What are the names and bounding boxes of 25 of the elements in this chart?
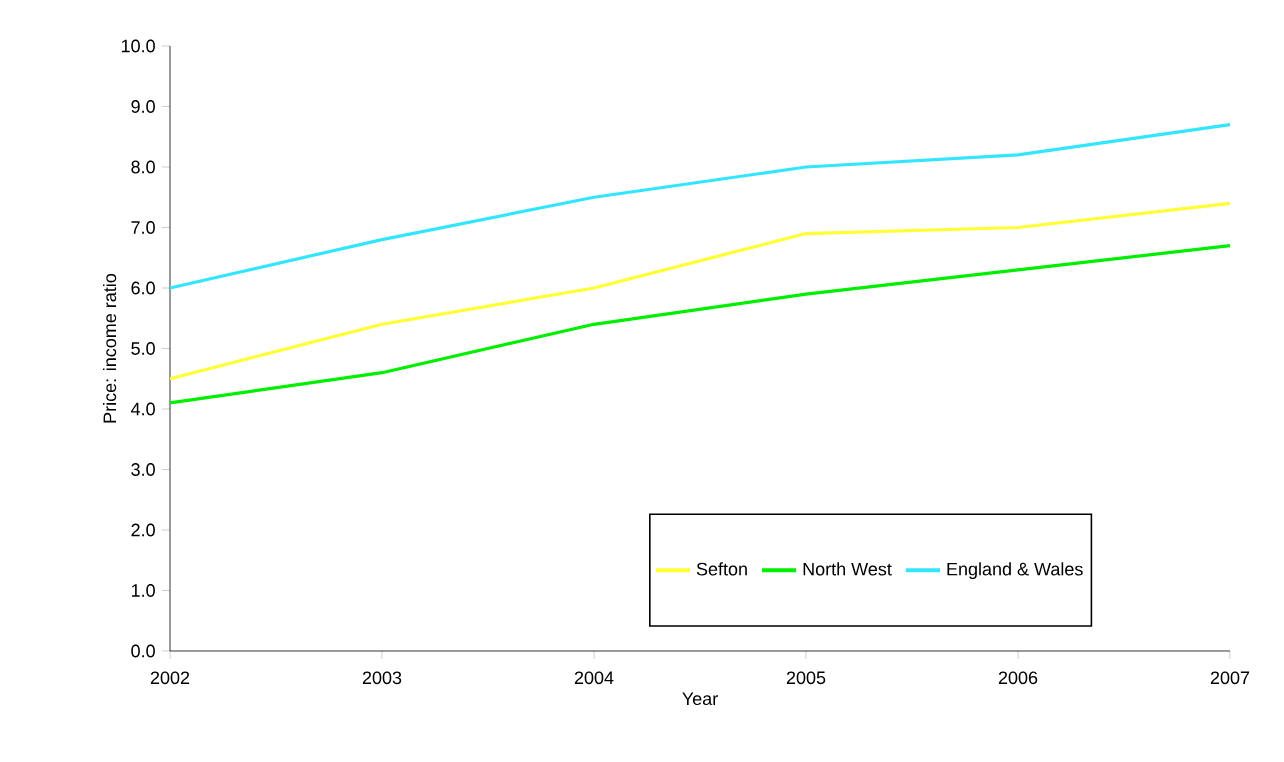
y-tick-label: 3.0	[131, 463, 155, 476]
line-series	[168, 201, 1232, 381]
x-tick-label: 2007	[1210, 671, 1250, 685]
x-tick-label: 2003	[362, 671, 402, 685]
y-tick-label: 2.0	[131, 523, 155, 537]
x-tick-label: 2006	[998, 671, 1038, 685]
legend-label: England & Wales	[947, 562, 1083, 580]
y-tick-label: 6.0	[131, 281, 155, 295]
y-tick-label: 7.0	[131, 221, 155, 234]
x-tick-label: 2004	[574, 671, 614, 685]
y-tick-label: 5.0	[131, 342, 155, 355]
y-axis-title: Price: income ratio	[102, 273, 117, 423]
x-tick-label: 2002	[150, 671, 190, 685]
y-tick-label: 4.0	[130, 402, 155, 416]
x-axis-title: Year	[682, 692, 718, 706]
legend-label: Sefton	[696, 562, 747, 576]
line-series	[168, 244, 1232, 405]
y-tick-label: 8.0	[131, 160, 155, 174]
legend-label: North West	[803, 562, 892, 576]
line-series	[168, 123, 1232, 290]
y-tick-label: 9.0	[131, 100, 155, 113]
y-tick-label: 10.0	[121, 39, 155, 53]
x-tick-label: 2005	[786, 671, 826, 685]
y-tick-label: 0.0	[131, 644, 155, 658]
y-tick-label: 1.0	[131, 584, 155, 597]
